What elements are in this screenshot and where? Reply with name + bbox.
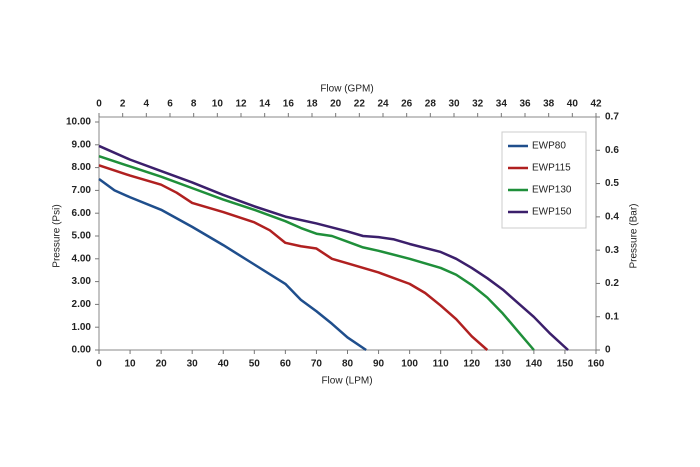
x2-tick-label: 38 bbox=[543, 99, 555, 110]
y-tick-label: 5.00 bbox=[72, 231, 92, 242]
legend-label: EWP150 bbox=[532, 207, 572, 218]
x-tick-label: 80 bbox=[342, 359, 354, 370]
x-tick-label: 100 bbox=[401, 359, 418, 370]
y-tick-label: 9.00 bbox=[72, 139, 92, 150]
x-tick-label: 140 bbox=[526, 359, 543, 370]
series-line bbox=[98, 144, 569, 351]
x2-tick-label: 32 bbox=[472, 99, 484, 110]
series-line bbox=[98, 155, 535, 351]
x-tick-label: 130 bbox=[494, 359, 511, 370]
y2-axis-title: Pressure (Bar) bbox=[629, 203, 640, 268]
x-tick-label: 120 bbox=[463, 359, 480, 370]
y2-tick-label: 0.4 bbox=[605, 211, 619, 222]
x2-tick-label: 34 bbox=[496, 99, 508, 110]
series-line bbox=[98, 177, 367, 352]
x2-tick-label: 42 bbox=[590, 99, 602, 110]
x-tick-label: 110 bbox=[433, 359, 450, 370]
x2-tick-label: 22 bbox=[354, 99, 366, 110]
y2-tick-label: 0.6 bbox=[605, 145, 619, 156]
x2-tick-label: 2 bbox=[120, 99, 126, 110]
x2-tick-label: 24 bbox=[377, 99, 389, 110]
x2-tick-label: 40 bbox=[567, 99, 579, 110]
x-tick-label: 70 bbox=[311, 359, 323, 370]
x2-tick-label: 26 bbox=[401, 99, 413, 110]
x2-tick-label: 30 bbox=[448, 99, 460, 110]
x-tick-label: 60 bbox=[280, 359, 292, 370]
y-tick-label: 6.00 bbox=[72, 208, 92, 219]
y-tick-label: 3.00 bbox=[72, 276, 92, 287]
y2-tick-label: 0.3 bbox=[605, 245, 619, 256]
y2-tick-label: 0.7 bbox=[605, 112, 619, 123]
legend-label: EWP80 bbox=[532, 141, 566, 152]
x-tick-label: 150 bbox=[557, 359, 574, 370]
y2-tick-label: 0.5 bbox=[605, 178, 619, 189]
x-tick-label: 10 bbox=[125, 359, 137, 370]
y-axis-title: Pressure (Psi) bbox=[52, 204, 63, 267]
y2-tick-label: 0.2 bbox=[605, 278, 619, 289]
y-tick-label: 7.00 bbox=[72, 185, 92, 196]
x-tick-label: 40 bbox=[218, 359, 230, 370]
x2-tick-label: 6 bbox=[167, 99, 173, 110]
x2-tick-label: 28 bbox=[425, 99, 437, 110]
y-tick-label: 1.00 bbox=[72, 322, 92, 333]
x-tick-label: 30 bbox=[187, 359, 199, 370]
y-tick-label: 0.00 bbox=[72, 345, 92, 356]
y2-tick-label: 0 bbox=[605, 345, 611, 356]
x-tick-label: 90 bbox=[373, 359, 385, 370]
x2-axis-title: Flow (GPM) bbox=[320, 84, 373, 95]
y-tick-label: 4.00 bbox=[72, 253, 92, 264]
y-tick-label: 2.00 bbox=[72, 299, 92, 310]
x2-tick-label: 20 bbox=[330, 99, 342, 110]
x2-tick-label: 18 bbox=[306, 99, 318, 110]
x2-tick-label: 10 bbox=[212, 99, 224, 110]
x-tick-label: 20 bbox=[156, 359, 168, 370]
x2-tick-label: 8 bbox=[191, 99, 197, 110]
x2-tick-label: 0 bbox=[96, 99, 102, 110]
legend-label: EWP115 bbox=[532, 163, 571, 174]
y-tick-label: 8.00 bbox=[72, 162, 92, 173]
x-tick-label: 0 bbox=[96, 359, 102, 370]
x-tick-label: 50 bbox=[249, 359, 261, 370]
x2-tick-label: 16 bbox=[283, 99, 295, 110]
legend-label: EWP130 bbox=[532, 185, 572, 196]
series-line bbox=[98, 164, 489, 351]
x-axis-title: Flow (LPM) bbox=[321, 376, 372, 387]
x-tick-label: 160 bbox=[588, 359, 605, 370]
x2-tick-label: 14 bbox=[259, 99, 271, 110]
x2-tick-label: 12 bbox=[235, 99, 247, 110]
x2-tick-label: 4 bbox=[144, 99, 150, 110]
x2-tick-label: 36 bbox=[519, 99, 531, 110]
y2-tick-label: 0.1 bbox=[605, 311, 619, 322]
y-tick-label: 10.00 bbox=[66, 117, 91, 128]
